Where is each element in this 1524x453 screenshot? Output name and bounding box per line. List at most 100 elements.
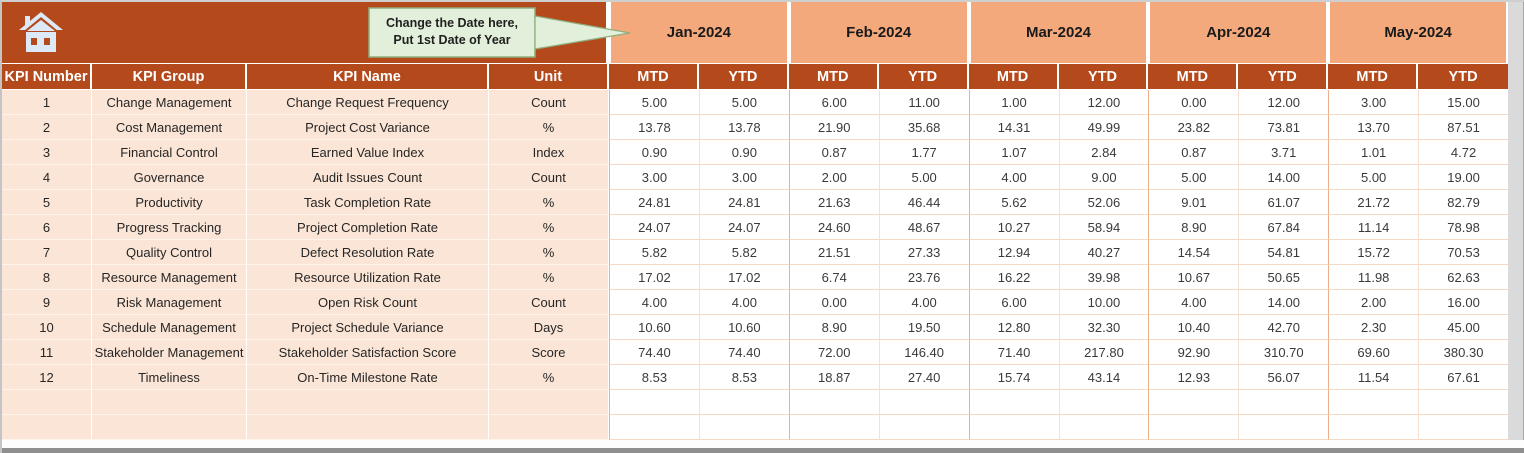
value-cell[interactable]: 19.00 <box>1418 165 1508 190</box>
kpi-group-cell[interactable]: Financial Control <box>92 140 247 165</box>
value-cell[interactable]: 58.94 <box>1058 215 1149 240</box>
kpi-unit-cell[interactable]: % <box>489 190 609 215</box>
month-header-apr-2024[interactable]: Apr-2024 <box>1150 2 1327 63</box>
value-cell[interactable]: 11.14 <box>1328 215 1419 240</box>
value-cell[interactable]: 74.40 <box>698 340 789 365</box>
kpi-group-cell[interactable]: Timeliness <box>92 365 247 390</box>
month-header-feb-2024[interactable]: Feb-2024 <box>790 2 967 63</box>
value-cell[interactable]: 46.44 <box>878 190 969 215</box>
value-cell[interactable]: 70.53 <box>1418 240 1508 265</box>
value-cell[interactable]: 12.00 <box>1238 90 1329 115</box>
kpi-unit-cell[interactable]: Index <box>489 140 609 165</box>
value-cell[interactable]: 69.60 <box>1328 340 1419 365</box>
kpi-group-cell[interactable]: Stakeholder Management <box>92 340 247 365</box>
home-icon[interactable] <box>18 11 64 53</box>
value-cell[interactable]: 2.00 <box>1328 290 1419 315</box>
kpi-group-cell[interactable]: Resource Management <box>92 265 247 290</box>
value-cell[interactable]: 24.07 <box>609 215 699 240</box>
value-cell[interactable]: 5.82 <box>698 240 789 265</box>
value-cell[interactable]: 24.81 <box>698 190 789 215</box>
value-cell[interactable]: 11.98 <box>1328 265 1419 290</box>
value-cell[interactable]: 10.60 <box>698 315 789 340</box>
value-cell[interactable]: 13.70 <box>1328 115 1419 140</box>
kpi-unit-cell[interactable]: % <box>489 365 609 390</box>
value-cell[interactable]: 17.02 <box>609 265 699 290</box>
value-cell[interactable]: 10.67 <box>1148 265 1239 290</box>
value-cell[interactable]: 2.84 <box>1058 140 1149 165</box>
value-cell[interactable]: 67.61 <box>1418 365 1508 390</box>
value-cell[interactable]: 12.94 <box>968 240 1059 265</box>
value-cell[interactable] <box>878 415 969 440</box>
value-cell[interactable] <box>1418 415 1508 440</box>
value-cell[interactable]: 61.07 <box>1238 190 1329 215</box>
kpi-number-cell[interactable]: 7 <box>2 240 92 265</box>
kpi-name-cell[interactable]: Defect Resolution Rate <box>247 240 489 265</box>
kpi-group-cell[interactable] <box>92 390 247 415</box>
value-cell[interactable]: 67.84 <box>1238 215 1329 240</box>
kpi-unit-cell[interactable]: Count <box>489 290 609 315</box>
kpi-name-cell[interactable]: On-Time Milestone Rate <box>247 365 489 390</box>
value-cell[interactable]: 21.63 <box>788 190 879 215</box>
value-cell[interactable]: 21.90 <box>788 115 879 140</box>
kpi-name-cell[interactable]: Audit Issues Count <box>247 165 489 190</box>
value-cell[interactable]: 8.53 <box>698 365 789 390</box>
kpi-number-cell[interactable]: 6 <box>2 215 92 240</box>
kpi-group-cell[interactable]: Productivity <box>92 190 247 215</box>
value-cell[interactable]: 24.81 <box>609 190 699 215</box>
value-cell[interactable]: 6.00 <box>788 90 879 115</box>
value-cell[interactable]: 48.67 <box>878 215 969 240</box>
value-cell[interactable]: 0.87 <box>1148 140 1239 165</box>
value-cell[interactable]: 78.98 <box>1418 215 1508 240</box>
value-cell[interactable]: 9.01 <box>1148 190 1239 215</box>
value-cell[interactable]: 17.02 <box>698 265 789 290</box>
value-cell[interactable]: 2.00 <box>788 165 879 190</box>
value-cell[interactable]: 27.40 <box>878 365 969 390</box>
kpi-name-cell[interactable]: Project Cost Variance <box>247 115 489 140</box>
value-cell[interactable]: 19.50 <box>878 315 969 340</box>
kpi-number-cell[interactable]: 12 <box>2 365 92 390</box>
value-cell[interactable] <box>788 415 879 440</box>
value-cell[interactable]: 4.00 <box>698 290 789 315</box>
kpi-unit-cell[interactable]: Count <box>489 165 609 190</box>
value-cell[interactable]: 13.78 <box>698 115 789 140</box>
value-cell[interactable]: 45.00 <box>1418 315 1508 340</box>
value-cell[interactable]: 5.00 <box>698 90 789 115</box>
value-cell[interactable]: 10.40 <box>1148 315 1239 340</box>
kpi-number-cell[interactable]: 5 <box>2 190 92 215</box>
value-cell[interactable]: 4.00 <box>968 165 1059 190</box>
value-cell[interactable]: 0.00 <box>1148 90 1239 115</box>
value-cell[interactable]: 71.40 <box>968 340 1059 365</box>
kpi-group-cell[interactable]: Governance <box>92 165 247 190</box>
kpi-name-cell[interactable]: Project Completion Rate <box>247 215 489 240</box>
kpi-unit-cell[interactable]: Count <box>489 90 609 115</box>
value-cell[interactable]: 0.90 <box>609 140 699 165</box>
value-cell[interactable]: 10.60 <box>609 315 699 340</box>
value-cell[interactable]: 3.00 <box>1328 90 1419 115</box>
value-cell[interactable]: 18.87 <box>788 365 879 390</box>
value-cell[interactable]: 87.51 <box>1418 115 1508 140</box>
value-cell[interactable]: 14.54 <box>1148 240 1239 265</box>
value-cell[interactable]: 310.70 <box>1238 340 1329 365</box>
kpi-number-cell[interactable]: 11 <box>2 340 92 365</box>
value-cell[interactable]: 5.00 <box>1328 165 1419 190</box>
value-cell[interactable]: 8.53 <box>609 365 699 390</box>
value-cell[interactable]: 146.40 <box>878 340 969 365</box>
value-cell[interactable] <box>1238 415 1329 440</box>
value-cell[interactable]: 23.76 <box>878 265 969 290</box>
value-cell[interactable]: 42.70 <box>1238 315 1329 340</box>
value-cell[interactable]: 11.00 <box>878 90 969 115</box>
value-cell[interactable]: 217.80 <box>1058 340 1149 365</box>
kpi-unit-cell[interactable] <box>489 415 609 440</box>
value-cell[interactable]: 6.00 <box>968 290 1059 315</box>
value-cell[interactable]: 2.30 <box>1328 315 1419 340</box>
value-cell[interactable]: 15.74 <box>968 365 1059 390</box>
value-cell[interactable]: 5.00 <box>609 90 699 115</box>
kpi-group-cell[interactable]: Risk Management <box>92 290 247 315</box>
value-cell[interactable]: 39.98 <box>1058 265 1149 290</box>
value-cell[interactable]: 23.82 <box>1148 115 1239 140</box>
value-cell[interactable]: 82.79 <box>1418 190 1508 215</box>
kpi-unit-cell[interactable]: % <box>489 215 609 240</box>
value-cell[interactable]: 8.90 <box>788 315 879 340</box>
kpi-group-cell[interactable]: Quality Control <box>92 240 247 265</box>
kpi-unit-cell[interactable] <box>489 390 609 415</box>
